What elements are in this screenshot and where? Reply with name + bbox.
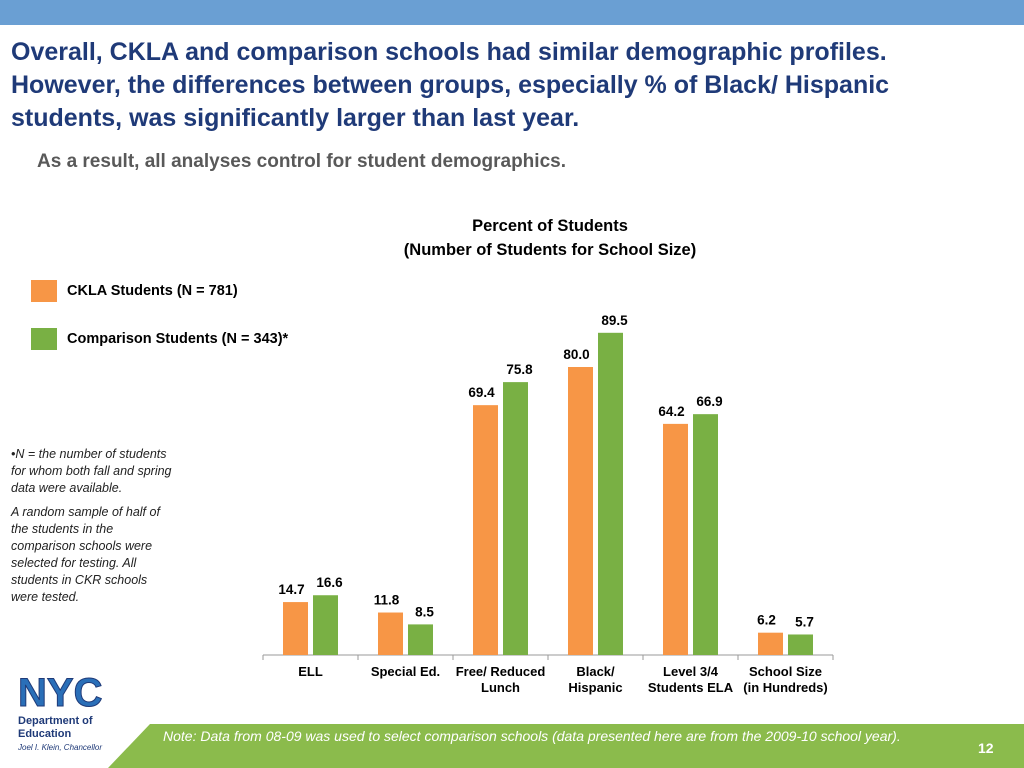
bar-ckla — [378, 612, 403, 655]
subtitle: As a result, all analyses control for st… — [37, 151, 566, 172]
top-banner — [0, 0, 1024, 25]
page-title: Overall, CKLA and comparison schools had… — [11, 36, 1016, 135]
chart-title: Percent of Students — [472, 217, 628, 235]
x-tick-label: ELL — [298, 664, 323, 679]
bar-comparison — [313, 595, 338, 655]
dept-name-line-1: Department of — [18, 715, 93, 727]
legend-label-ckla: CKLA Students (N = 781) — [67, 283, 238, 299]
bottom-note: Note: Data from 08-09 was used to select… — [163, 728, 901, 744]
bar-chart: 14.7 16.6 ELL 11.8 8.5 Special Ed. 69.4 75.8 Fre… — [262, 313, 834, 695]
x-tick-label: Black/ — [576, 664, 615, 679]
legend-swatch-ckla — [31, 280, 57, 302]
title-line-2: However, the differences between groups,… — [11, 71, 890, 99]
chart-title-block: Percent of Students (Number of Students … — [350, 214, 750, 262]
nyc-logo-letters: NYC — [18, 672, 102, 710]
chancellor-name: Joel I. Klein, Chancellor — [18, 743, 103, 752]
bar-ckla — [663, 423, 688, 655]
bar-comparison — [598, 332, 623, 655]
x-tick-label: Level 3/4 — [663, 664, 719, 679]
data-label: 75.8 — [506, 362, 533, 377]
x-tick-label: Special Ed. — [371, 664, 440, 679]
x-tick-label: (in Hundreds) — [743, 680, 828, 695]
legend-item-ckla: CKLA Students (N = 781) — [31, 280, 238, 302]
title-line-1: Overall, CKLA and comparison schools had… — [11, 38, 887, 66]
x-tick-label: Students ELA — [648, 680, 734, 695]
bar-ckla — [568, 367, 593, 655]
legend-swatch-comparison — [31, 328, 57, 350]
footnote-n: •N = the number of students for whom bot… — [11, 447, 172, 495]
footnotes: •N = the number of students for whom bot… — [11, 446, 176, 613]
bar-comparison — [788, 634, 813, 655]
data-label: 69.4 — [468, 385, 495, 400]
data-label: 16.6 — [316, 575, 343, 590]
data-label: 11.8 — [374, 593, 400, 608]
x-tick-label: Free/ Reduced — [456, 664, 546, 679]
data-label: 6.2 — [757, 613, 776, 628]
legend-label-comparison: Comparison Students (N = 343)* — [67, 331, 289, 347]
data-label: 80.0 — [563, 347, 589, 362]
data-label: 66.9 — [696, 394, 722, 409]
x-tick-label: Lunch — [481, 680, 520, 695]
data-label: 64.2 — [658, 404, 684, 419]
data-label: 5.7 — [795, 614, 814, 629]
data-label: 8.5 — [415, 604, 434, 619]
bar-comparison — [408, 624, 433, 655]
footnote-sample: A random sample of half of the students … — [11, 505, 160, 604]
dept-name-line-2: Education — [18, 728, 72, 740]
x-tick-label: School Size — [749, 664, 822, 679]
bottom-banner — [108, 724, 1024, 768]
legend-item-comparison: Comparison Students (N = 343)* — [31, 328, 288, 350]
nyc-logo-mark: NYC — [18, 671, 103, 716]
x-tick-label: Hispanic — [568, 680, 622, 695]
page-number: 12 — [978, 740, 994, 756]
nyc-doe-logo: NYC Department of Education Joel I. Klei… — [18, 671, 128, 753]
data-label: 89.5 — [601, 313, 628, 328]
bar-ckla — [473, 405, 498, 655]
chart-subtitle: (Number of Students for School Size) — [403, 241, 697, 259]
data-label: 14.7 — [278, 582, 304, 597]
bar-comparison — [693, 414, 718, 655]
bar-ckla — [283, 602, 308, 655]
bar-comparison — [503, 382, 528, 655]
title-line-3: students, was significantly larger than … — [11, 104, 580, 132]
bar-ckla — [758, 632, 783, 655]
